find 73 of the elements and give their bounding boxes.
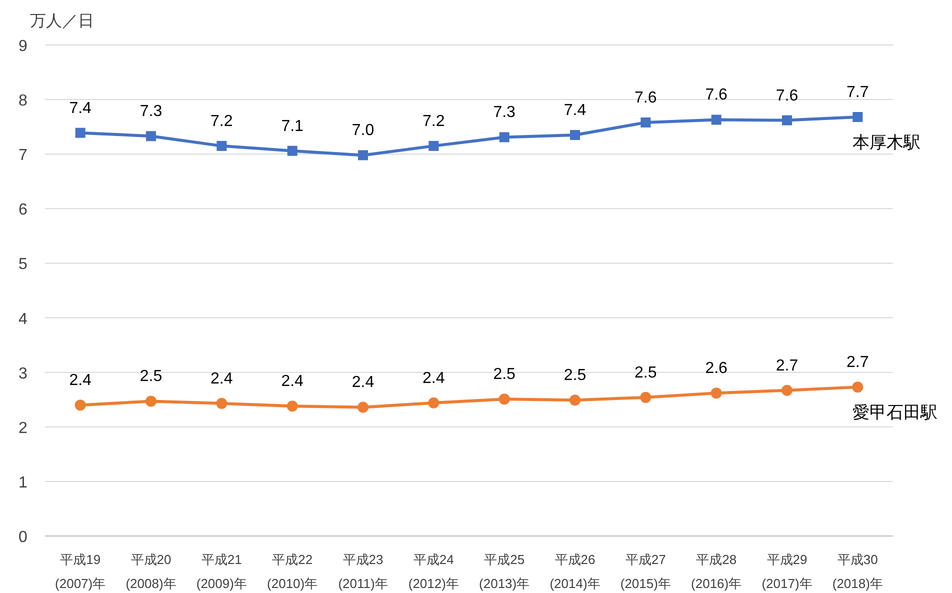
point — [216, 140, 227, 151]
point — [711, 114, 722, 125]
point — [710, 388, 722, 399]
point — [216, 398, 228, 409]
data-label: 7.0 — [352, 122, 374, 140]
xtick: 平成29 (2017)年 — [762, 552, 812, 591]
y-tick-label: 1 — [18, 474, 28, 492]
point — [358, 150, 368, 160]
data-label: 2.5 — [493, 366, 516, 384]
point — [640, 117, 651, 128]
data-label: 2.7 — [846, 354, 869, 372]
series-label: 愛甲石田駅 — [852, 403, 938, 422]
xtick: 平成22 (2010)年 — [267, 552, 318, 591]
data-label: 2.4 — [210, 370, 233, 388]
xtick: 平成26 (2014)年 — [550, 552, 600, 591]
y-tick-label: 6 — [18, 202, 28, 219]
xtick: 平成25 (2013)年 — [479, 552, 530, 591]
point — [74, 400, 86, 411]
series-label: 本厚木駅 — [852, 133, 921, 152]
xtick: 平成19 (2007)年 — [55, 552, 106, 591]
point — [499, 132, 510, 142]
point — [428, 140, 439, 151]
xtick: 平成24 (2012)年 — [408, 552, 459, 591]
y-tick-label: 7 — [18, 147, 28, 164]
data-label: 7.2 — [210, 112, 233, 130]
point — [146, 131, 156, 142]
data-label: 7.6 — [776, 87, 798, 104]
data-label: 2.5 — [140, 368, 162, 386]
y-tick-label: 4 — [18, 310, 28, 328]
point — [852, 112, 863, 122]
data-label: 2.5 — [564, 367, 586, 384]
point — [782, 115, 792, 126]
point — [852, 382, 864, 393]
point — [286, 400, 298, 412]
data-label: 2.4 — [69, 372, 92, 390]
data-label: 7.3 — [140, 103, 162, 120]
xtick: 平成28 (2016)年 — [691, 552, 742, 591]
data-label: 2.4 — [352, 374, 374, 392]
point — [146, 396, 156, 407]
y-tick-label: 9 — [18, 38, 28, 55]
xtick: 平成27 (2015)年 — [620, 552, 671, 591]
y-tick-label: 3 — [18, 365, 28, 382]
xtick: 平成21 (2009)年 — [196, 552, 247, 591]
xtick: 平成23 (2011)年 — [338, 552, 388, 591]
data-label: 7.4 — [69, 100, 92, 117]
data-label: 2.4 — [422, 370, 445, 387]
data-label: 7.6 — [705, 86, 728, 104]
xtick: 平成30 (2018)年 — [832, 552, 883, 591]
point — [782, 384, 792, 396]
data-label: 7.3 — [493, 104, 516, 122]
data-label: 7.1 — [281, 118, 304, 135]
point — [75, 128, 86, 138]
y-tick-label: 5 — [18, 256, 28, 274]
point — [358, 402, 368, 413]
point — [570, 394, 580, 406]
data-label: 7.4 — [564, 102, 586, 120]
y-tick-label: 8 — [18, 92, 28, 110]
y-tick-label: 0 — [18, 529, 28, 546]
data-label: 2.7 — [776, 357, 798, 374]
y-tick-label: 2 — [18, 420, 28, 437]
data-label: 2.6 — [705, 360, 728, 378]
y-axis-title: 万人／日 — [30, 13, 94, 30]
data-label: 7.7 — [846, 84, 869, 102]
point — [570, 130, 580, 140]
point — [498, 394, 510, 405]
data-label: 7.6 — [634, 89, 657, 106]
point — [640, 392, 652, 403]
point — [287, 146, 298, 156]
data-label: 2.5 — [634, 364, 657, 382]
xtick: 平成20 (2008)年 — [126, 552, 176, 591]
data-label: 7.2 — [422, 112, 445, 130]
point — [428, 397, 440, 408]
data-label: 2.4 — [281, 373, 304, 390]
